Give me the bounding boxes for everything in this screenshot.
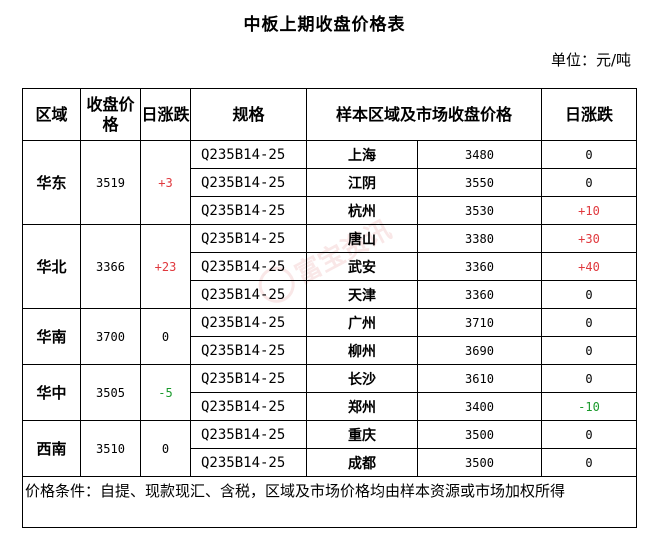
header-spec: 规格 — [190, 88, 307, 141]
spec-cell: Q235B14-25 — [190, 224, 307, 253]
market-name: 武安 — [306, 252, 418, 281]
header-market-change: 日涨跌 — [541, 88, 638, 141]
region-close-price: 3519 — [80, 140, 141, 225]
region-close-price: 3700 — [80, 308, 141, 365]
table-row: 华南 3700 0 Q235B14-25 广州 3710 0 — [22, 308, 638, 365]
region-daily-change: +23 — [140, 224, 191, 309]
table-row: 西南 3510 0 Q235B14-25 重庆 3500 0 — [22, 420, 638, 477]
market-name: 柳州 — [306, 336, 418, 365]
market-daily-change: 0 — [541, 280, 638, 309]
market-price: 3550 — [416, 168, 543, 197]
region-name: 华南 — [22, 308, 81, 365]
region-daily-change: -5 — [140, 364, 191, 421]
market-price: 3500 — [416, 420, 543, 449]
market-daily-change: 0 — [541, 364, 638, 393]
market-price: 3690 — [416, 336, 543, 365]
market-price: 3480 — [416, 140, 543, 169]
market-name: 郑州 — [306, 392, 418, 421]
table-row: 华中 3505 -5 Q235B14-25 长沙 3610 0 — [22, 364, 638, 421]
table-row: Q235B14-25 郑州 3400 -10 — [23, 392, 638, 421]
header-market-close: 样本区域及市场收盘价格 — [305, 88, 543, 141]
spec-cell: Q235B14-25 — [190, 196, 307, 225]
market-daily-change: 0 — [541, 336, 638, 365]
market-name: 唐山 — [306, 224, 418, 253]
price-conditions-note: 价格条件：自提、现款现汇、含税，区域及市场价格均由样本资源或市场加权所得 — [21, 476, 638, 528]
market-daily-change: 0 — [541, 448, 638, 477]
spec-cell: Q235B14-25 — [190, 252, 307, 281]
footer-row: 价格条件：自提、现款现汇、含税，区域及市场价格均由样本资源或市场加权所得 — [21, 476, 638, 528]
spec-cell: Q235B14-25 — [190, 364, 307, 393]
region-name: 华中 — [22, 364, 81, 421]
region-close-price: 3505 — [80, 364, 141, 421]
market-price: 3610 — [416, 364, 543, 393]
table-row: 华东 3519 +3 Q235B14-25 上海 3480 0 — [22, 140, 638, 225]
table-body: 华东 3519 +3 Q235B14-25 上海 3480 0 Q235B14-25 江阴 355… — [22, 140, 638, 477]
market-price: 3360 — [416, 252, 543, 281]
spec-cell: Q235B14-25 — [190, 280, 307, 309]
table-row: Q235B14-25 江阴 3550 0 — [23, 168, 638, 197]
region-close-price: 3366 — [80, 224, 141, 309]
region-daily-change: 0 — [140, 420, 191, 477]
market-daily-change: 0 — [541, 140, 638, 169]
spec-cell: Q235B14-25 — [190, 308, 307, 337]
region-name: 华东 — [22, 140, 81, 225]
market-daily-change: +30 — [541, 224, 638, 253]
market-name: 江阴 — [306, 168, 418, 197]
market-name: 广州 — [306, 308, 418, 337]
market-name: 长沙 — [306, 364, 418, 393]
market-daily-change: 0 — [541, 168, 638, 197]
market-daily-change: +10 — [541, 196, 638, 225]
market-name: 杭州 — [306, 196, 418, 225]
region-close-price: 3510 — [80, 420, 141, 477]
market-daily-change: -10 — [541, 392, 638, 421]
market-price: 3710 — [416, 308, 543, 337]
region-daily-change: +3 — [140, 140, 191, 225]
market-price: 3500 — [416, 448, 543, 477]
unit-label: 单位：元/吨 — [550, 51, 631, 69]
spec-cell: Q235B14-25 — [190, 448, 307, 477]
market-daily-change: 0 — [541, 420, 638, 449]
market-name: 成都 — [306, 448, 418, 477]
spec-cell: Q235B14-25 — [190, 420, 307, 449]
header-daily-change: 日涨跌 — [140, 88, 191, 141]
market-name: 天津 — [306, 280, 418, 309]
market-daily-change: +40 — [541, 252, 638, 281]
spec-cell: Q235B14-25 — [190, 336, 307, 365]
market-price: 3380 — [416, 224, 543, 253]
price-table: 区域 收盘价格 日涨跌 规格 样本区域及市场收盘价格 日涨跌 华东 3519 +3 Q… — [21, 88, 638, 528]
market-price: 3530 — [416, 196, 543, 225]
market-daily-change: 0 — [541, 308, 638, 337]
region-name: 华北 — [22, 224, 81, 309]
table-title: 中板上期收盘价格表 — [243, 15, 406, 35]
spec-cell: Q235B14-25 — [190, 168, 307, 197]
spec-cell: Q235B14-25 — [190, 140, 307, 169]
table-row: Q235B14-25 武安 3360 +40 — [23, 252, 638, 281]
market-name: 上海 — [306, 140, 418, 169]
market-price: 3400 — [416, 392, 543, 421]
market-name: 重庆 — [306, 420, 418, 449]
header-region: 区域 — [22, 88, 81, 141]
market-price: 3360 — [416, 280, 543, 309]
spec-cell: Q235B14-25 — [190, 392, 307, 421]
table-row: Q235B14-25 杭州 3530 +10 — [23, 196, 638, 225]
header-row: 区域 收盘价格 日涨跌 规格 样本区域及市场收盘价格 日涨跌 — [22, 88, 638, 141]
header-close-price: 收盘价格 — [80, 88, 141, 141]
table-row: Q235B14-25 柳州 3690 0 — [23, 336, 638, 365]
region-daily-change: 0 — [140, 308, 191, 365]
table-row: 华北 3366 +23 Q235B14-25 唐山 3380 +30 — [22, 224, 638, 309]
region-name: 西南 — [22, 420, 81, 477]
